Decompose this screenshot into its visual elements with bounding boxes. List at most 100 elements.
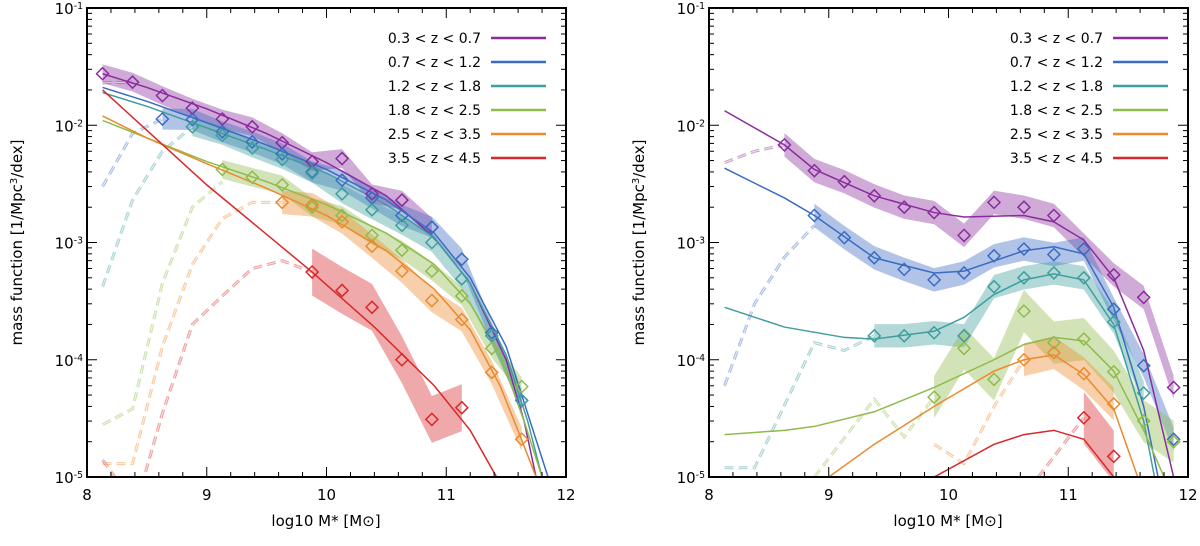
error-band-3	[192, 117, 522, 410]
data-point-2	[986, 248, 1002, 263]
data-point-4	[927, 390, 942, 405]
plot-area	[95, 64, 549, 477]
data-point-5	[364, 239, 380, 254]
data-point-3	[927, 325, 942, 340]
data-point-4	[364, 228, 380, 243]
data-point-3	[1076, 270, 1091, 285]
data-point-4	[1166, 434, 1181, 449]
x-tick-label: 9	[824, 486, 834, 504]
data-point-1	[777, 137, 792, 152]
data-point-1	[1166, 380, 1181, 395]
data-point-6	[454, 400, 469, 415]
data-point-1	[1046, 208, 1061, 223]
incomplete-line-5	[102, 200, 283, 466]
data-point-5	[335, 214, 350, 229]
data-point-1	[957, 228, 972, 243]
incomplete-line-3	[724, 334, 875, 470]
data-point-1	[986, 195, 1002, 210]
data-point-3	[514, 393, 529, 408]
data-point-2	[1076, 241, 1091, 257]
data-point-3	[897, 328, 912, 343]
data-point-2	[897, 262, 912, 277]
data-point-4	[1076, 332, 1091, 347]
panel-2: 8 9 10 11 12 10-5 10-4 10-3 10-2 10-1 mass functio…	[630, 0, 1198, 504]
data-point-6	[424, 412, 439, 427]
data-point-2	[275, 146, 290, 161]
y-tick-label: 10-2	[677, 117, 705, 135]
data-point-4	[1046, 335, 1061, 350]
data-point-1	[245, 119, 260, 134]
data-point-3	[185, 119, 200, 134]
data-point-2	[1136, 358, 1151, 373]
data-point-3	[215, 128, 230, 143]
data-point-4	[305, 200, 320, 215]
incomplete-line-core-2	[102, 118, 163, 187]
y-tick-label: 10-3	[55, 235, 83, 253]
y-tick-label: 10-1	[55, 0, 83, 18]
legend-label: 0.3 < z < 0.7	[1010, 31, 1103, 47]
data-point-1	[867, 188, 882, 203]
legend-label: 1.2 < z < 1.8	[1010, 79, 1103, 95]
panel-1: 8 9 10 11 12 10-5 10-4 10-3 10-2 10-1 mass functio…	[8, 0, 576, 504]
data-point-2	[807, 208, 822, 223]
data-point-3	[364, 202, 380, 217]
model-line-6	[102, 89, 498, 477]
data-point-4	[394, 243, 410, 258]
x-tick-label: 12	[1178, 486, 1197, 504]
data-point-6	[335, 283, 350, 298]
incomplete-line-6	[101, 259, 313, 477]
data-point-4	[215, 162, 230, 177]
data-point-3	[1136, 385, 1151, 401]
data-point-5	[1106, 396, 1121, 411]
incomplete-line-2	[101, 117, 164, 188]
incomplete-line-core-6	[1037, 417, 1085, 477]
error-band-6	[312, 248, 462, 443]
data-point-1	[95, 66, 110, 81]
data-point-2	[1016, 241, 1032, 257]
data-point-5	[454, 312, 469, 327]
x-tick-label: 8	[704, 486, 714, 504]
data-point-5	[514, 432, 529, 447]
y-tick-label: 10-5	[55, 469, 83, 487]
incomplete-line-core-1	[102, 81, 133, 84]
incomplete-line-2	[723, 224, 816, 387]
data-point-2	[957, 265, 972, 281]
data-point-3	[986, 279, 1002, 294]
data-point-2	[305, 164, 320, 179]
y-axis-label: mass function [1/Mpc3/dex]	[630, 139, 648, 345]
model-line-1	[724, 110, 1175, 477]
data-point-6	[1076, 410, 1091, 425]
data-point-4	[335, 208, 350, 223]
data-point-1	[837, 174, 852, 189]
data-point-4	[1016, 304, 1032, 319]
data-point-2	[454, 252, 469, 267]
data-point-2	[215, 124, 230, 139]
data-point-5	[424, 293, 439, 308]
legend-label: 1.8 < z < 2.5	[388, 103, 481, 119]
legend-label: 0.3 < z < 0.7	[388, 31, 481, 47]
incomplete-line-core-2	[724, 225, 815, 386]
data-point-1	[807, 163, 822, 178]
legend: 0.3 < z < 0.7 0.7 < z < 1.2 1.2 < z < 1.8 1…	[1010, 31, 1168, 167]
data-point-3	[424, 235, 439, 250]
x-tick-label: 12	[556, 486, 575, 504]
data-point-2	[424, 220, 439, 235]
data-point-1	[1016, 200, 1032, 215]
data-point-2	[394, 208, 410, 223]
data-point-1	[897, 200, 912, 215]
model-line-2	[102, 86, 549, 477]
data-point-2	[867, 250, 882, 265]
legend: 0.3 < z < 0.7 0.7 < z < 1.2 1.2 < z < 1.8 1…	[388, 31, 546, 167]
data-point-3	[394, 218, 410, 233]
x-tick-label: 10	[317, 486, 336, 504]
y-tick-label: 10-4	[55, 352, 83, 370]
data-point-4	[1106, 364, 1121, 379]
incomplete-line-4	[813, 396, 936, 477]
data-point-4	[424, 264, 439, 279]
data-point-6	[1106, 449, 1121, 464]
axes-frame	[86, 7, 567, 478]
data-point-5	[1076, 366, 1091, 381]
model-line-4	[724, 336, 1165, 477]
plot-area	[723, 110, 1181, 477]
